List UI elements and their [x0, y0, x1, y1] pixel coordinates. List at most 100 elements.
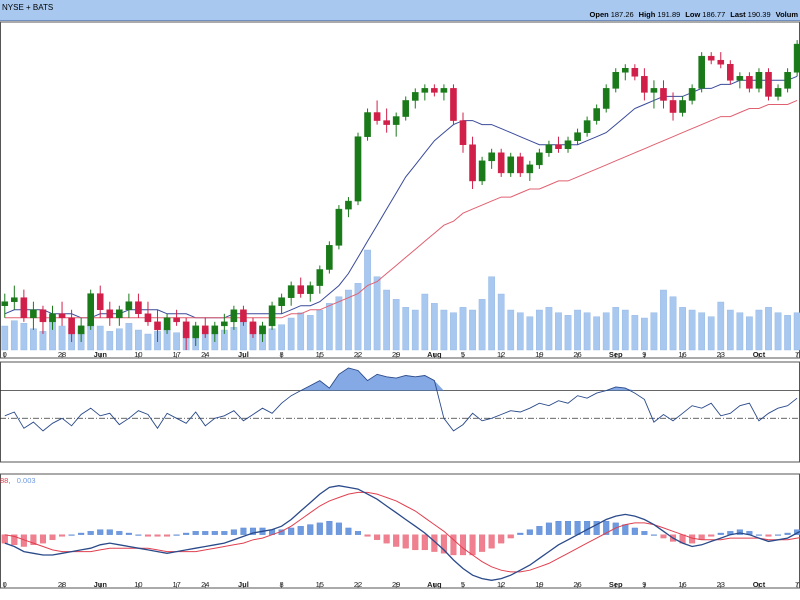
macd-panel[interactable]: 88, 0.003 [0, 476, 800, 581]
candle-body [297, 285, 305, 294]
volume-bar [765, 307, 772, 351]
candle-body [497, 152, 505, 174]
volume-bar [698, 312, 706, 351]
quote-value: 190.39 [747, 10, 771, 19]
x-tick-label: 28 [58, 350, 66, 359]
macd-histogram-bar [393, 534, 400, 547]
candle-body [182, 321, 190, 339]
macd-histogram-bar [364, 534, 371, 537]
quote-value: 187.26 [610, 10, 634, 19]
macd-histogram-bar [49, 534, 56, 540]
x-tick-label: 24 [201, 350, 209, 359]
volume-bar [469, 309, 476, 351]
candle-body [77, 325, 85, 335]
x-tick-label: 0 [3, 350, 7, 359]
macd-histogram-bar [297, 526, 304, 535]
candle-body [669, 100, 677, 113]
macd-histogram-bar [755, 534, 762, 536]
macd-histogram-bar [450, 534, 457, 556]
macd-histogram-bar [775, 534, 782, 536]
volume-bar [144, 333, 152, 351]
macd-line [4, 485, 800, 581]
x-tick-label: 10 [134, 350, 142, 359]
candle-body [201, 325, 209, 335]
x-tick-label: 5 [461, 350, 465, 359]
x-tick-label: Oct [753, 580, 766, 589]
volume-bar [707, 316, 715, 351]
candle-body [717, 59, 725, 65]
oscillator-panel[interactable] [0, 367, 800, 432]
x-tick-label: Jun [94, 350, 108, 359]
volume-bar [383, 289, 390, 351]
candle-body [240, 309, 247, 323]
macd-histogram-bar [717, 532, 724, 535]
candle-body [154, 321, 161, 331]
macd-histogram-bar [574, 521, 581, 535]
x-tick-label: Sep [609, 580, 623, 589]
volume-bar [641, 317, 648, 351]
price-panel[interactable] [1, 40, 800, 350]
volume-bar [316, 309, 324, 351]
exchange-label: NYSE + BATS [2, 3, 54, 12]
volume-bar [612, 307, 620, 351]
macd-histogram-bar [488, 534, 495, 549]
x-tick-label: 10 [134, 580, 142, 589]
candle-body [259, 325, 266, 335]
macd-readout: 0.003 [17, 476, 36, 485]
candle-body [49, 313, 56, 323]
macd-histogram-bar [507, 534, 514, 539]
macd-histogram-bar [784, 532, 791, 535]
candle-body [39, 309, 47, 323]
candle-body [364, 112, 371, 137]
volume-bar [278, 324, 285, 351]
x-tick-label: 17 [172, 580, 180, 589]
candle-body [96, 293, 104, 310]
candle-body [641, 76, 648, 93]
candle-body [287, 285, 295, 298]
candle-body [58, 313, 66, 319]
volume-bar [345, 289, 352, 351]
macd-histogram-bar [11, 534, 18, 545]
candle-body [555, 144, 562, 150]
macd-histogram-bar [154, 534, 161, 537]
volume-bar [688, 309, 696, 351]
candle-body [650, 88, 658, 93]
volume-bar [1, 325, 9, 351]
volume-bar [354, 283, 362, 351]
candle-body [440, 88, 448, 93]
macd-histogram-bar [192, 531, 199, 535]
candle-body [249, 321, 257, 335]
macd-histogram-bar [736, 529, 743, 535]
candle-body [727, 63, 734, 81]
volume-bar [679, 307, 686, 351]
macd-histogram-bar [536, 526, 543, 535]
macd-histogram-bar [78, 532, 85, 535]
volume-bar [650, 312, 658, 351]
candle-body [478, 160, 486, 182]
candle-body [450, 88, 457, 121]
macd-histogram-bar [650, 534, 657, 536]
volume-bar [326, 303, 333, 351]
x-tick-label: 16 [678, 580, 686, 589]
x-tick-label: 16 [678, 350, 686, 359]
candle-body [574, 132, 581, 141]
macd-histogram-bar [459, 534, 467, 556]
macd-histogram-bar [87, 531, 94, 535]
x-tick-label: 28 [58, 580, 66, 589]
x-tick-label: 19 [535, 580, 543, 589]
oscillator-line [4, 367, 798, 432]
macd-histogram-bar [421, 534, 428, 551]
candle-body [316, 269, 324, 286]
candle-body [221, 321, 228, 327]
volume-bar [392, 299, 400, 351]
x-tick-label: Jul [238, 350, 249, 359]
volume-bar [669, 296, 677, 351]
x-tick-label: Aug [427, 350, 442, 359]
candle-body [306, 285, 314, 294]
macd-histogram-bar [479, 534, 486, 552]
candle-body [116, 309, 123, 319]
candle-body [660, 88, 667, 101]
macd-histogram-bar [641, 531, 648, 535]
macd-histogram-bar [708, 534, 715, 537]
